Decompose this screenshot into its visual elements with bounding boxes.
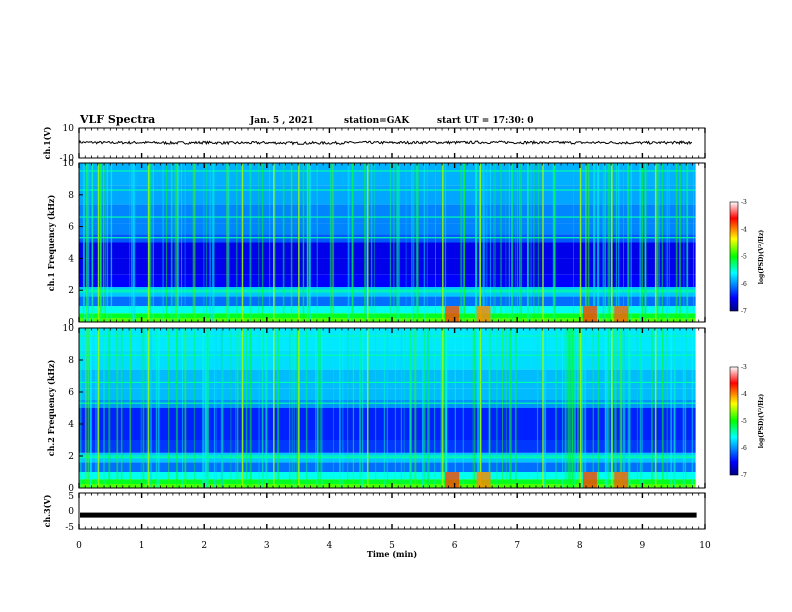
ytick-yt2-5: 10 bbox=[63, 324, 75, 334]
ch3-ytick-mid: 0 bbox=[68, 507, 74, 517]
ch1-waveform-line bbox=[78, 139, 693, 146]
time-tick-0: 0 bbox=[76, 541, 82, 551]
time-tick-6: 6 bbox=[452, 541, 458, 551]
ch2-colorbar-label: log(PSD)(V²/Hz) bbox=[758, 394, 765, 449]
ch1-colorbar-scale bbox=[729, 201, 739, 312]
ch3-waveform-ylabel: ch.3(V) bbox=[42, 494, 52, 527]
time-ticks bbox=[78, 128, 706, 529]
time-tick-7: 7 bbox=[514, 541, 520, 551]
time-tick-8: 8 bbox=[577, 541, 583, 551]
ch3-waveform-frame bbox=[78, 492, 706, 530]
ch1-spectrogram-ylabel: ch.1 Frequency (kHz) bbox=[46, 195, 56, 292]
ytick-yt2-0: 0 bbox=[68, 484, 74, 494]
time-tick-1: 1 bbox=[139, 541, 145, 551]
colorbar-tick-cb2-0: -3 bbox=[741, 364, 747, 371]
ch1-spectrogram-panel: 0 2 4 6 8 10 ch.1 Frequency (kHz) bbox=[46, 159, 706, 328]
ytick-yt2-1: 2 bbox=[68, 452, 74, 462]
time-tick-2: 2 bbox=[201, 541, 207, 551]
colorbar-tick-cb1-3: -6 bbox=[741, 281, 747, 288]
ch1-colorbar: -3 -4 -5 -6 -7 log(PSD)(V²/Hz) bbox=[729, 199, 765, 315]
ch1-colorbar-label: log(PSD)(V²/Hz) bbox=[758, 230, 765, 285]
time-axis-label: Time (min) bbox=[367, 549, 417, 559]
ch1-spectrogram-image bbox=[79, 163, 696, 322]
ch2-spectrogram-ylabel: ch.2 Frequency (kHz) bbox=[46, 360, 56, 457]
colorbar-tick-cb2-4: -7 bbox=[741, 472, 747, 479]
colorbar-tick-cb1-1: -4 bbox=[741, 226, 747, 233]
start-time-label: start UT = 17:30: 0 bbox=[437, 116, 534, 126]
ytick-yt2-4: 8 bbox=[68, 356, 74, 366]
time-tick-3: 3 bbox=[264, 541, 270, 551]
time-tick-labels: 0 1 2 3 4 5 6 7 8 9 10 bbox=[76, 541, 711, 551]
date-label: Jan. 5 , 2021 bbox=[249, 116, 314, 126]
time-tick-4: 4 bbox=[327, 541, 333, 551]
ytick-yt1-1: 2 bbox=[68, 286, 74, 296]
figure-title: VLF Spectra bbox=[79, 113, 155, 126]
ch3-ytick-top: 5 bbox=[68, 492, 74, 502]
station-label: station=GAK bbox=[344, 116, 410, 126]
colorbar-tick-cb2-3: -6 bbox=[741, 445, 747, 452]
colorbar-tick-cb1-4: -7 bbox=[741, 308, 747, 315]
ch3-waveform-line bbox=[80, 512, 697, 518]
ytick-yt1-0: 0 bbox=[68, 318, 74, 328]
colorbar-tick-cb2-1: -4 bbox=[741, 391, 747, 398]
ch2-spectrogram-image bbox=[79, 328, 696, 488]
ytick-yt1-4: 8 bbox=[68, 191, 74, 201]
colorbar-tick-cb1-2: -5 bbox=[741, 254, 747, 261]
colorbar-tick-cb2-2: -5 bbox=[741, 418, 747, 425]
ch2-colorbar: -3 -4 -5 -6 -7 log(PSD)(V²/Hz) bbox=[729, 364, 765, 479]
ch2-spectrogram-panel: 0 2 4 6 8 10 ch.2 Frequency (kHz) bbox=[46, 324, 706, 494]
ch1-ytick-bottom: -10 bbox=[60, 154, 75, 164]
time-tick-10: 10 bbox=[699, 541, 711, 551]
time-tick-5: 5 bbox=[389, 541, 395, 551]
ch1-ytick-top: 10 bbox=[63, 124, 75, 134]
ch1-waveform-ylabel: ch.1(V) bbox=[42, 126, 52, 159]
colorbar-tick-cb1-0: -3 bbox=[741, 199, 747, 206]
ch2-colorbar-scale bbox=[729, 366, 739, 476]
ytick-yt1-2: 4 bbox=[68, 254, 74, 264]
time-tick-9: 9 bbox=[640, 541, 646, 551]
ytick-yt1-5: 10 bbox=[63, 159, 75, 169]
ytick-yt1-3: 6 bbox=[68, 223, 74, 233]
ytick-yt2-2: 4 bbox=[68, 420, 74, 430]
ytick-yt2-3: 6 bbox=[68, 388, 74, 398]
ch3-ytick-bottom: -5 bbox=[65, 523, 74, 533]
